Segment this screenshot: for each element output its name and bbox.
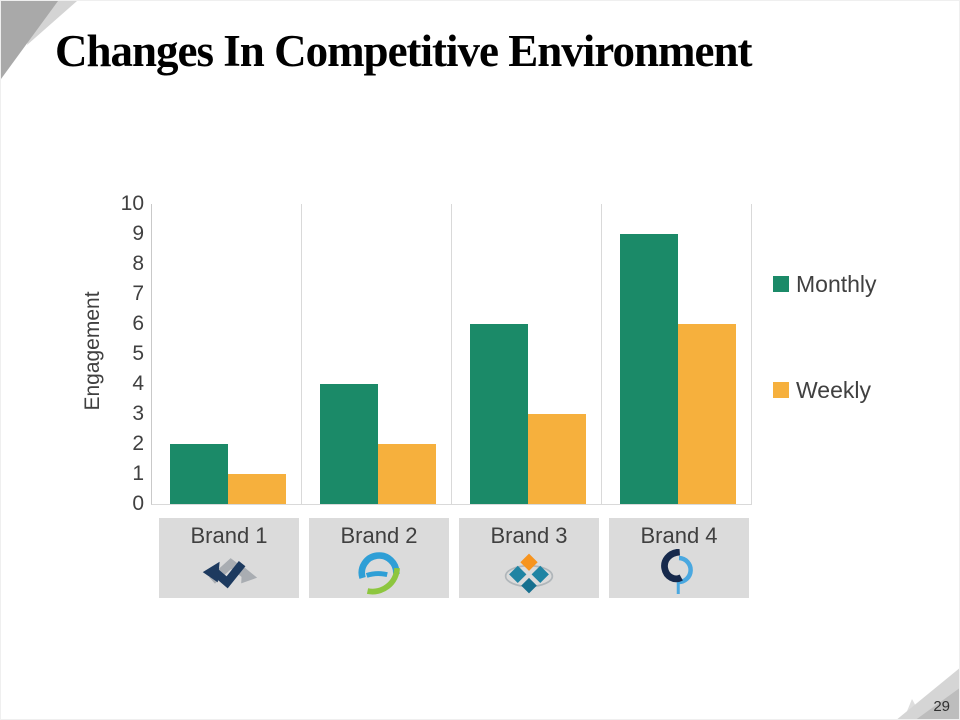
bar-monthly-brand-1 xyxy=(170,444,228,504)
plot-area xyxy=(151,204,752,505)
gridline xyxy=(301,204,302,504)
legend-item-monthly: Monthly xyxy=(773,271,933,297)
y-tick-label: 4 xyxy=(132,372,144,395)
bar-weekly-brand-1 xyxy=(228,474,286,504)
category-box: Brand 3 xyxy=(459,518,599,598)
corner-triangle-bottom-right-light xyxy=(897,668,959,719)
y-tick-label: 8 xyxy=(132,252,144,275)
y-tick-label: 7 xyxy=(132,282,144,305)
y-tick-label: 0 xyxy=(132,492,144,515)
gridline xyxy=(601,204,602,504)
legend-label: Weekly xyxy=(796,376,871,403)
category-label: Brand 1 xyxy=(190,523,268,548)
y-tick-label: 6 xyxy=(132,312,144,335)
legend-item-weekly: Weekly xyxy=(773,377,933,403)
bar-monthly-brand-2 xyxy=(320,384,378,504)
bar-weekly-brand-3 xyxy=(528,414,586,504)
category-box: Brand 4 xyxy=(609,518,749,598)
legend-swatch xyxy=(773,276,789,292)
gridline xyxy=(451,204,452,504)
category-label: Brand 4 xyxy=(640,523,718,548)
slide-title: Changes In Competitive Environment xyxy=(55,26,752,76)
y-axis-ticks: 0 1 2 3 4 5 6 7 8 9 10 xyxy=(91,192,144,515)
bar-monthly-brand-4 xyxy=(620,234,678,504)
bar-monthly-brand-3 xyxy=(470,324,528,504)
bar-weekly-brand-4 xyxy=(678,324,736,504)
y-tick-label: 10 xyxy=(120,192,144,215)
bar-weekly-brand-2 xyxy=(378,444,436,504)
y-tick-label: 9 xyxy=(132,222,144,245)
y-tick-label: 3 xyxy=(132,402,144,425)
legend-swatch xyxy=(773,382,789,398)
y-tick-label: 2 xyxy=(132,432,144,455)
diamond-cluster-icon xyxy=(459,549,599,597)
ring-monogram-icon xyxy=(609,549,749,597)
page-number: 29 xyxy=(933,698,950,715)
category-box: Brand 2 xyxy=(309,518,449,598)
gridline xyxy=(751,204,752,504)
category-label: Brand 3 xyxy=(490,523,568,548)
corner-triangle-bottom-right-small xyxy=(903,699,923,719)
corner-triangle-top-left-dark xyxy=(1,1,58,79)
legend-label: Monthly xyxy=(796,270,877,297)
category-label: Brand 2 xyxy=(340,523,418,548)
globe-swoosh-icon xyxy=(309,549,449,597)
category-box: Brand 1 xyxy=(159,518,299,598)
y-tick-label: 5 xyxy=(132,342,144,365)
zigzag-arrows-icon xyxy=(159,549,299,597)
y-tick-label: 1 xyxy=(132,462,144,485)
category-row: Brand 1 Brand 2 Brand 3 Brand 4 xyxy=(151,518,751,598)
legend: Monthly Weekly xyxy=(773,263,933,403)
